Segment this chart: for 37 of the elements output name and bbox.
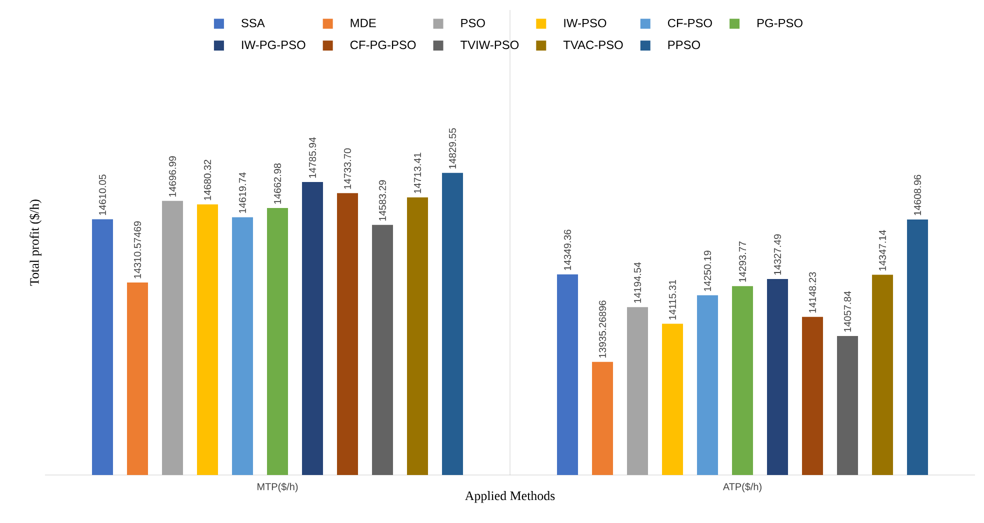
data-label: 14619.74: [238, 172, 246, 213]
data-label: 14347.14: [878, 230, 886, 271]
data-label: 13935.26896: [598, 300, 606, 358]
legend-label: CF-PSO: [668, 18, 712, 28]
data-label: 14310.57469: [134, 221, 142, 278]
data-label: 14349.36: [564, 230, 572, 270]
x-tick-label: ATP($/h): [722, 482, 762, 492]
data-label: 14608.96: [914, 174, 922, 216]
data-label: 14115.31: [668, 280, 676, 320]
data-label: 14327.49: [774, 234, 782, 275]
legend-label: IW-PG-PSO: [242, 40, 306, 50]
data-label: 14057.84: [844, 291, 852, 332]
data-label: 14662.98: [274, 163, 282, 204]
data-label: 14785.94: [308, 137, 316, 178]
legend-label: IW-PSO: [564, 18, 606, 28]
data-label: 14696.99: [168, 156, 176, 197]
legend-label: SSA: [242, 18, 265, 28]
data-label: 14148.23: [808, 272, 816, 313]
x-axis-title: Applied Methods: [464, 491, 555, 503]
legend-label: PPSO: [668, 40, 700, 50]
legend-label: MDE: [350, 18, 376, 28]
data-label: 14610.05: [98, 174, 106, 215]
data-label: 14583.29: [378, 180, 386, 221]
legend-label: TVIW-PSO: [460, 40, 519, 50]
x-tick-label: MTP($/h): [258, 482, 298, 492]
data-label: 14733.70: [344, 148, 352, 189]
legend-label: PSO: [461, 18, 485, 28]
data-label: 14293.77: [738, 242, 746, 282]
legend-label: TVAC-PSO: [563, 40, 623, 50]
data-label: 14680.32: [204, 160, 212, 200]
data-label: 14194.54: [634, 262, 642, 303]
legend-label: CF-PG-PSO: [350, 40, 416, 50]
legend-label: PG-PSO: [758, 18, 802, 28]
y-axis-title: Total profit ($/h): [29, 200, 42, 286]
data-label: 14829.55: [448, 128, 456, 169]
data-label: 14250.19: [704, 250, 712, 292]
data-label: 14713.41: [414, 152, 422, 194]
